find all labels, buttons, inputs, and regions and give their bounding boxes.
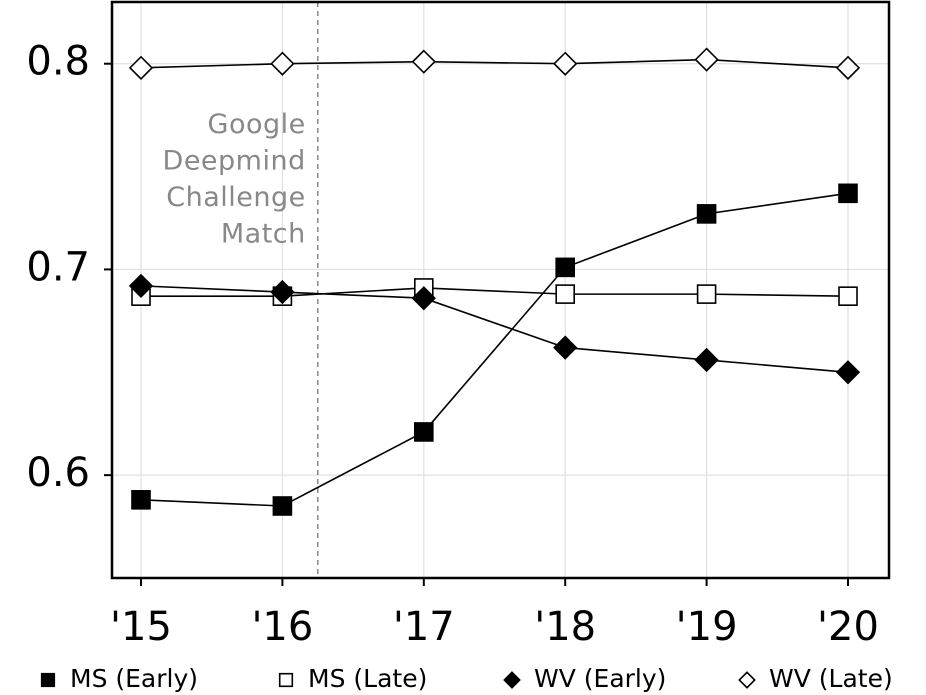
x-tick-label: '15 <box>110 604 172 650</box>
series-line <box>140 58 849 69</box>
x-tick-label: '16 <box>251 604 313 650</box>
data-point <box>835 55 861 80</box>
legend-label: MS (Late) <box>308 664 427 693</box>
legend-marker <box>503 671 521 689</box>
x-tick-label: '18 <box>534 604 596 650</box>
legend: MS (Early) MS (Late) WV (Early) WV (Late) <box>40 664 893 693</box>
series-wv-early <box>128 273 861 385</box>
y-tick-label: 0.7 <box>26 244 90 290</box>
data-point <box>694 347 719 373</box>
y-tick-label: 0.6 <box>26 450 90 496</box>
data-point <box>696 284 717 304</box>
series-line <box>140 192 849 507</box>
data-point <box>838 183 858 204</box>
annotation-text: Match <box>221 219 306 250</box>
data-point <box>413 422 434 442</box>
series-ms-early <box>131 183 858 516</box>
data-point <box>555 257 576 278</box>
data-point <box>270 279 295 305</box>
legend-label: MS (Early) <box>70 664 198 693</box>
data-point <box>838 286 858 306</box>
series-ms-late <box>131 278 858 306</box>
annotation-text: Google <box>208 109 306 140</box>
data-point <box>553 335 578 360</box>
data-point <box>270 51 295 76</box>
x-tick-label: '20 <box>817 604 879 650</box>
legend-marker <box>738 671 756 689</box>
legend-label: WV (Late) <box>769 664 893 693</box>
plot-frame <box>110 0 891 580</box>
legend-marker <box>40 672 56 688</box>
legend-label: WV (Early) <box>534 664 666 693</box>
data-point <box>694 47 719 72</box>
data-point <box>131 490 151 510</box>
data-point <box>555 284 576 304</box>
data-point <box>411 286 436 311</box>
series-line <box>141 287 849 297</box>
legend-marker <box>278 672 294 688</box>
data-point <box>835 360 861 385</box>
series-line <box>140 285 849 374</box>
annotation-text: Challenge <box>166 182 306 213</box>
annotation: Google Deepmind Challenge Match <box>163 2 319 578</box>
data-point <box>128 55 154 80</box>
data-point <box>553 51 578 76</box>
annotation-text: Deepmind <box>163 146 306 177</box>
y-tick-label: 0.8 <box>26 39 90 85</box>
axes: '15 '16 '17 '18 '19 '20 0.6 0.7 0.8 <box>26 39 879 650</box>
data-point <box>696 204 717 224</box>
data-point <box>272 496 293 516</box>
x-tick-label: '19 <box>676 604 738 650</box>
data-point <box>128 273 154 299</box>
x-tick-label: '17 <box>393 604 455 650</box>
data-point <box>411 49 436 74</box>
series-wv-late <box>128 47 861 80</box>
series-layer <box>128 47 861 516</box>
